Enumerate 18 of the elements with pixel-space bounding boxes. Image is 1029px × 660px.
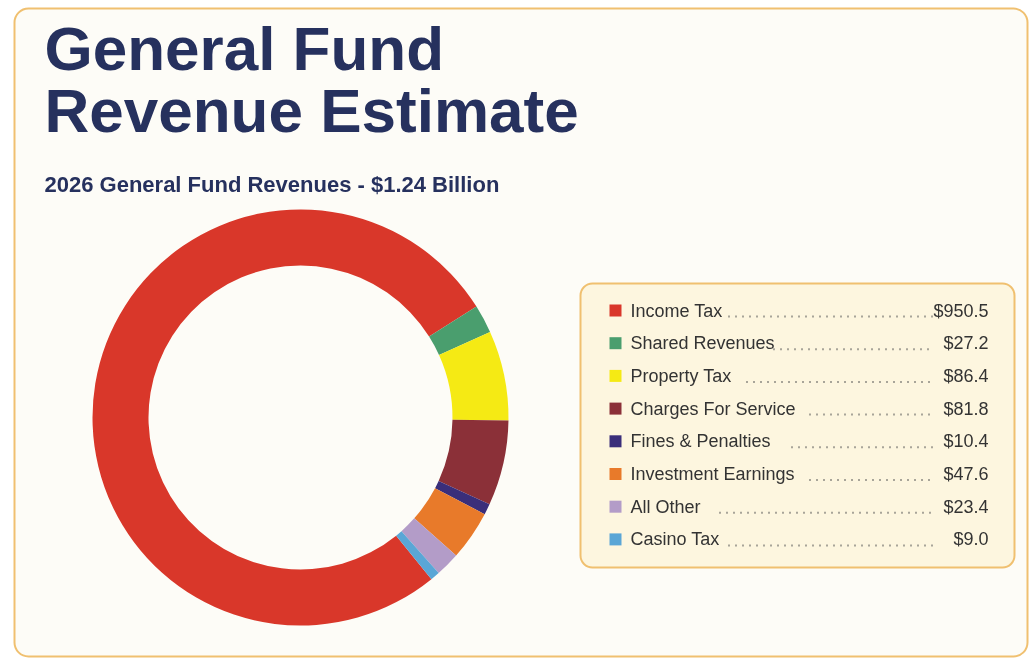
data-label: $27.2: [943, 333, 989, 354]
data-label: $86.4: [943, 365, 989, 386]
legend-label: Charges For Service: [630, 398, 796, 419]
data-label: $81.8: [943, 398, 989, 419]
legend-label: Shared Revenues: [630, 333, 775, 354]
legend-label: Investment Earnings: [630, 464, 795, 484]
data-label: $950.5: [933, 300, 989, 321]
chart-title: General Fund Revenue Estimate: [44, 14, 579, 145]
data-label: $10.4: [943, 431, 989, 452]
data-label: $23.4: [943, 496, 989, 517]
legend-label: All Other: [630, 496, 701, 517]
legend-label: Property Tax: [630, 365, 732, 386]
data-label: $9.0: [953, 529, 989, 550]
legend-label: Casino Tax: [630, 529, 720, 550]
legend-label: Fines & Penalties: [630, 431, 771, 452]
data-label: $47.6: [943, 464, 989, 484]
legend-label: Income Tax: [630, 300, 723, 321]
chart-subtitle: 2026 General Fund Revenues - $1.24 Billion: [44, 172, 500, 197]
